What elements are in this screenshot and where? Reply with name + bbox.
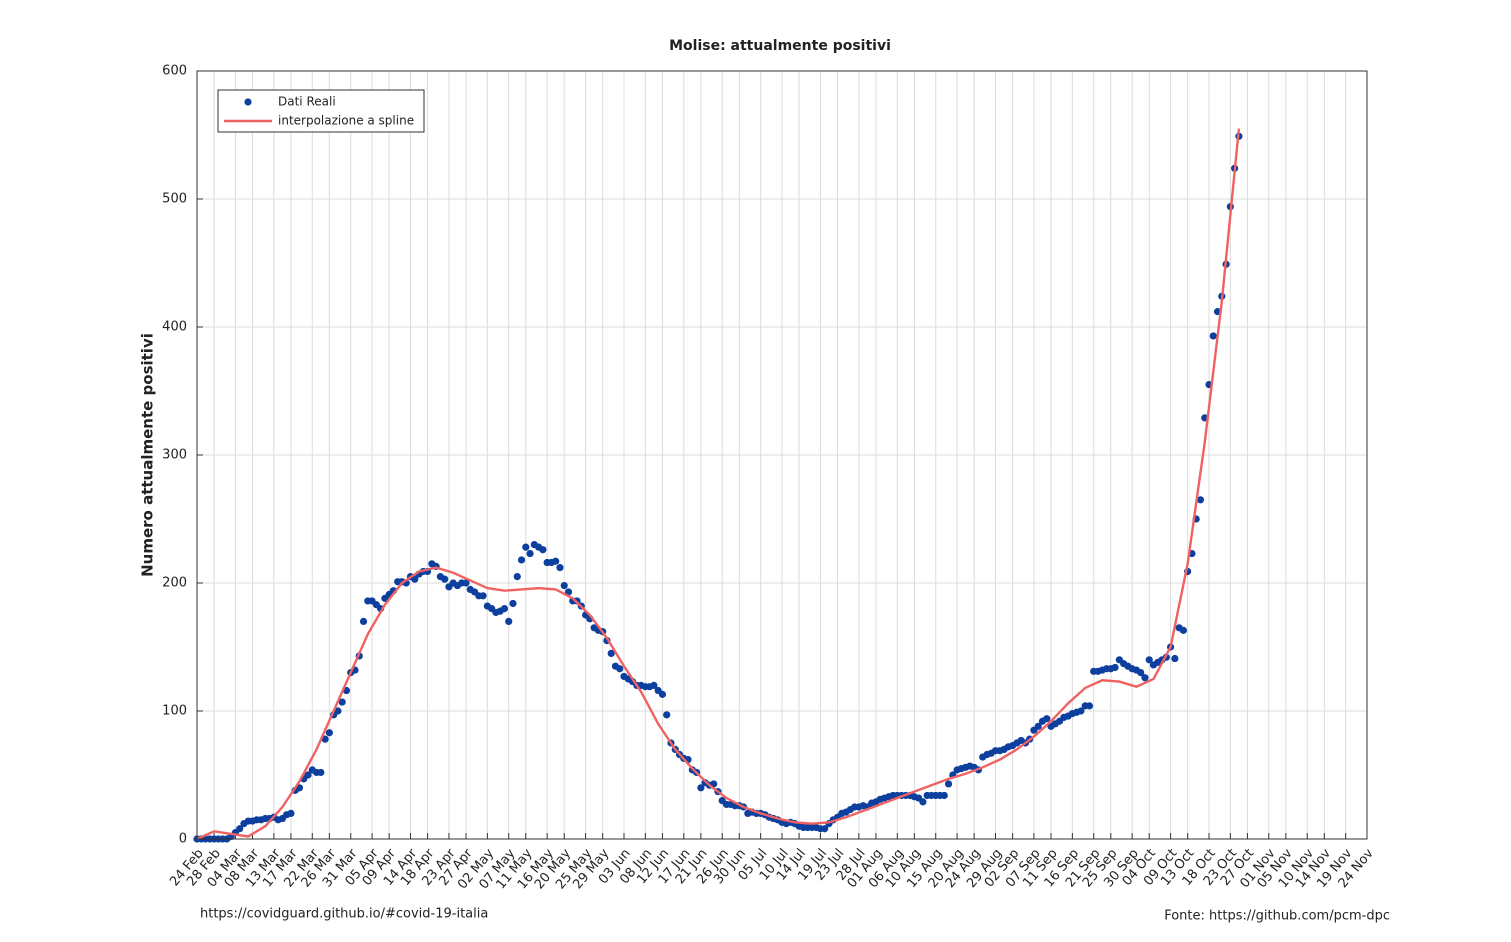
data-point — [1209, 332, 1217, 340]
data-point — [441, 575, 449, 583]
spline-line — [196, 128, 1241, 841]
data-point — [1034, 722, 1042, 730]
data-point — [658, 690, 667, 698]
y-axis-label: Numero attualmente positivi — [139, 333, 157, 577]
data-point — [1179, 626, 1187, 634]
footer-left: https://covidguard.github.io/#covid-19-i… — [200, 907, 488, 922]
data-point — [919, 798, 927, 806]
y-tick-label: 300 — [162, 448, 187, 463]
data-point — [462, 579, 470, 587]
data-point — [1043, 715, 1051, 723]
chart-title: Molise: attualmente positivi — [669, 38, 891, 54]
data-point — [607, 649, 615, 658]
data-point — [1145, 656, 1153, 664]
data-point — [236, 825, 244, 833]
marks — [193, 128, 1243, 843]
data-point — [564, 588, 573, 596]
data-point — [517, 556, 526, 564]
data-point — [1196, 496, 1205, 504]
y-tick-label: 200 — [162, 576, 187, 591]
data-point — [505, 617, 513, 626]
data-point — [500, 605, 509, 613]
legend: Dati Reali interpolazione a spline — [217, 89, 425, 133]
legend-marker — [244, 98, 252, 106]
data-point — [663, 711, 671, 719]
y-tick-label: 500 — [162, 192, 187, 207]
data-point — [821, 825, 829, 833]
data-point — [1077, 707, 1085, 715]
data-point — [556, 564, 564, 572]
data-point — [944, 780, 953, 788]
data-point — [552, 557, 560, 565]
data-point — [1171, 654, 1179, 663]
data-point — [338, 698, 346, 706]
data-point — [287, 809, 295, 818]
data-point — [539, 546, 547, 554]
data-point — [304, 771, 312, 779]
plot-frame — [196, 70, 1368, 840]
data-point — [479, 592, 487, 600]
data-point — [526, 549, 534, 558]
data-point — [1111, 663, 1119, 672]
data-point — [509, 599, 517, 608]
data-point — [697, 784, 705, 792]
data-point — [411, 575, 419, 583]
y-tick-label: 100 — [162, 704, 187, 719]
data-point — [616, 665, 624, 673]
data-point — [325, 729, 333, 737]
data-point — [321, 735, 329, 743]
data-point — [334, 707, 342, 715]
y-tick-label: 0 — [179, 832, 187, 847]
data-point — [1137, 669, 1145, 677]
data-point — [359, 617, 368, 626]
legend-label: interpolazione a spline — [278, 114, 414, 128]
y-tick-label: 400 — [162, 320, 187, 335]
data-point — [1085, 702, 1094, 710]
data-point — [1141, 674, 1149, 682]
data-point — [522, 543, 530, 551]
y-tick-label: 600 — [162, 64, 187, 79]
data-point — [560, 581, 568, 590]
data-point — [513, 573, 521, 581]
legend-box — [217, 89, 425, 133]
footer-right: Fonte: https://github.com/pcm-dpc — [1164, 909, 1390, 924]
data-point — [650, 681, 658, 690]
data-point — [317, 768, 325, 777]
data-point — [940, 791, 948, 800]
legend-label: Dati Reali — [278, 95, 336, 109]
